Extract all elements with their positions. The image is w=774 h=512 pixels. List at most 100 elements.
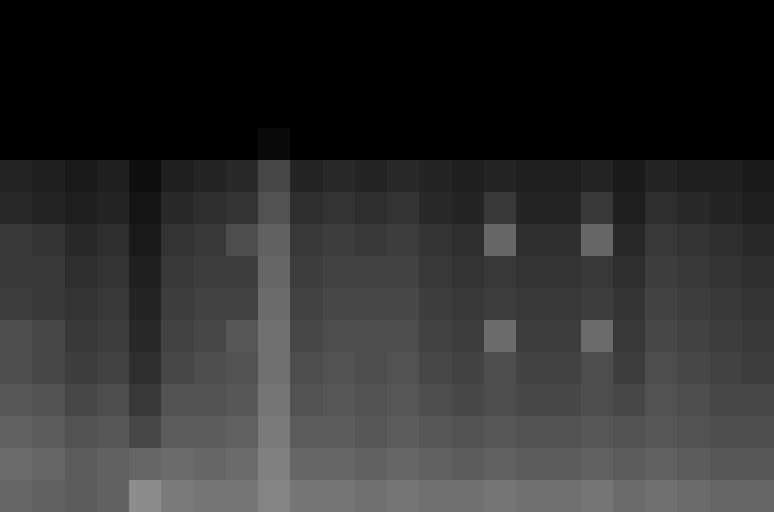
cell [290,320,323,352]
cell [161,416,194,448]
cell [226,320,258,352]
cell [65,128,97,160]
cell [32,416,65,448]
cell [355,32,387,64]
cell [484,224,516,256]
cell [194,288,226,320]
cell [452,160,484,192]
cell [290,0,323,32]
cell [129,320,161,352]
cell [32,96,65,128]
cell [0,352,32,384]
cell [32,256,65,288]
cell [484,320,516,352]
cell [677,256,710,288]
cell [548,256,581,288]
cell [548,480,581,512]
cell [581,96,613,128]
cell [548,224,581,256]
cell [516,480,548,512]
cell [613,64,645,96]
cell [581,352,613,384]
cell [194,128,226,160]
cell [226,352,258,384]
cell [613,32,645,64]
cell [290,96,323,128]
cell [548,32,581,64]
cell [581,448,613,480]
cell [516,192,548,224]
cell [129,0,161,32]
cell [419,96,452,128]
cell [323,256,355,288]
cell [742,96,774,128]
cell [258,448,290,480]
cell [290,288,323,320]
cell [129,288,161,320]
cell [484,416,516,448]
cell [323,288,355,320]
cell [419,32,452,64]
cell [323,0,355,32]
cell [645,416,677,448]
cell [742,128,774,160]
cell [355,384,387,416]
cell [161,448,194,480]
cell [387,160,419,192]
cell [161,96,194,128]
cell [419,0,452,32]
cell [516,128,548,160]
cell [355,320,387,352]
cell [258,32,290,64]
cell [677,160,710,192]
cell [258,416,290,448]
cell [290,224,323,256]
cell [677,224,710,256]
cell [65,416,97,448]
cell [484,256,516,288]
cell [161,128,194,160]
cell [710,320,742,352]
cell [548,160,581,192]
cell [452,64,484,96]
cell [613,416,645,448]
cell [129,192,161,224]
cell [355,352,387,384]
cell [419,480,452,512]
cell [161,160,194,192]
cell [516,256,548,288]
cell [323,160,355,192]
cell [258,192,290,224]
cell [65,64,97,96]
cell [516,352,548,384]
cell [548,128,581,160]
cell [742,0,774,32]
cell [65,384,97,416]
cell [0,0,32,32]
cell [97,480,129,512]
cell [0,320,32,352]
cell [710,416,742,448]
cell [65,448,97,480]
cell [645,128,677,160]
cell [548,352,581,384]
cell [613,96,645,128]
cell [65,480,97,512]
cell [129,64,161,96]
cell [645,320,677,352]
cell [645,256,677,288]
cell [0,64,32,96]
cell [677,0,710,32]
cell [645,192,677,224]
cell [161,288,194,320]
cell [742,416,774,448]
cell [226,0,258,32]
cell [387,416,419,448]
cell [645,288,677,320]
cell [290,160,323,192]
cell [258,352,290,384]
cell [226,480,258,512]
cell [581,128,613,160]
cell [452,32,484,64]
cell [742,352,774,384]
